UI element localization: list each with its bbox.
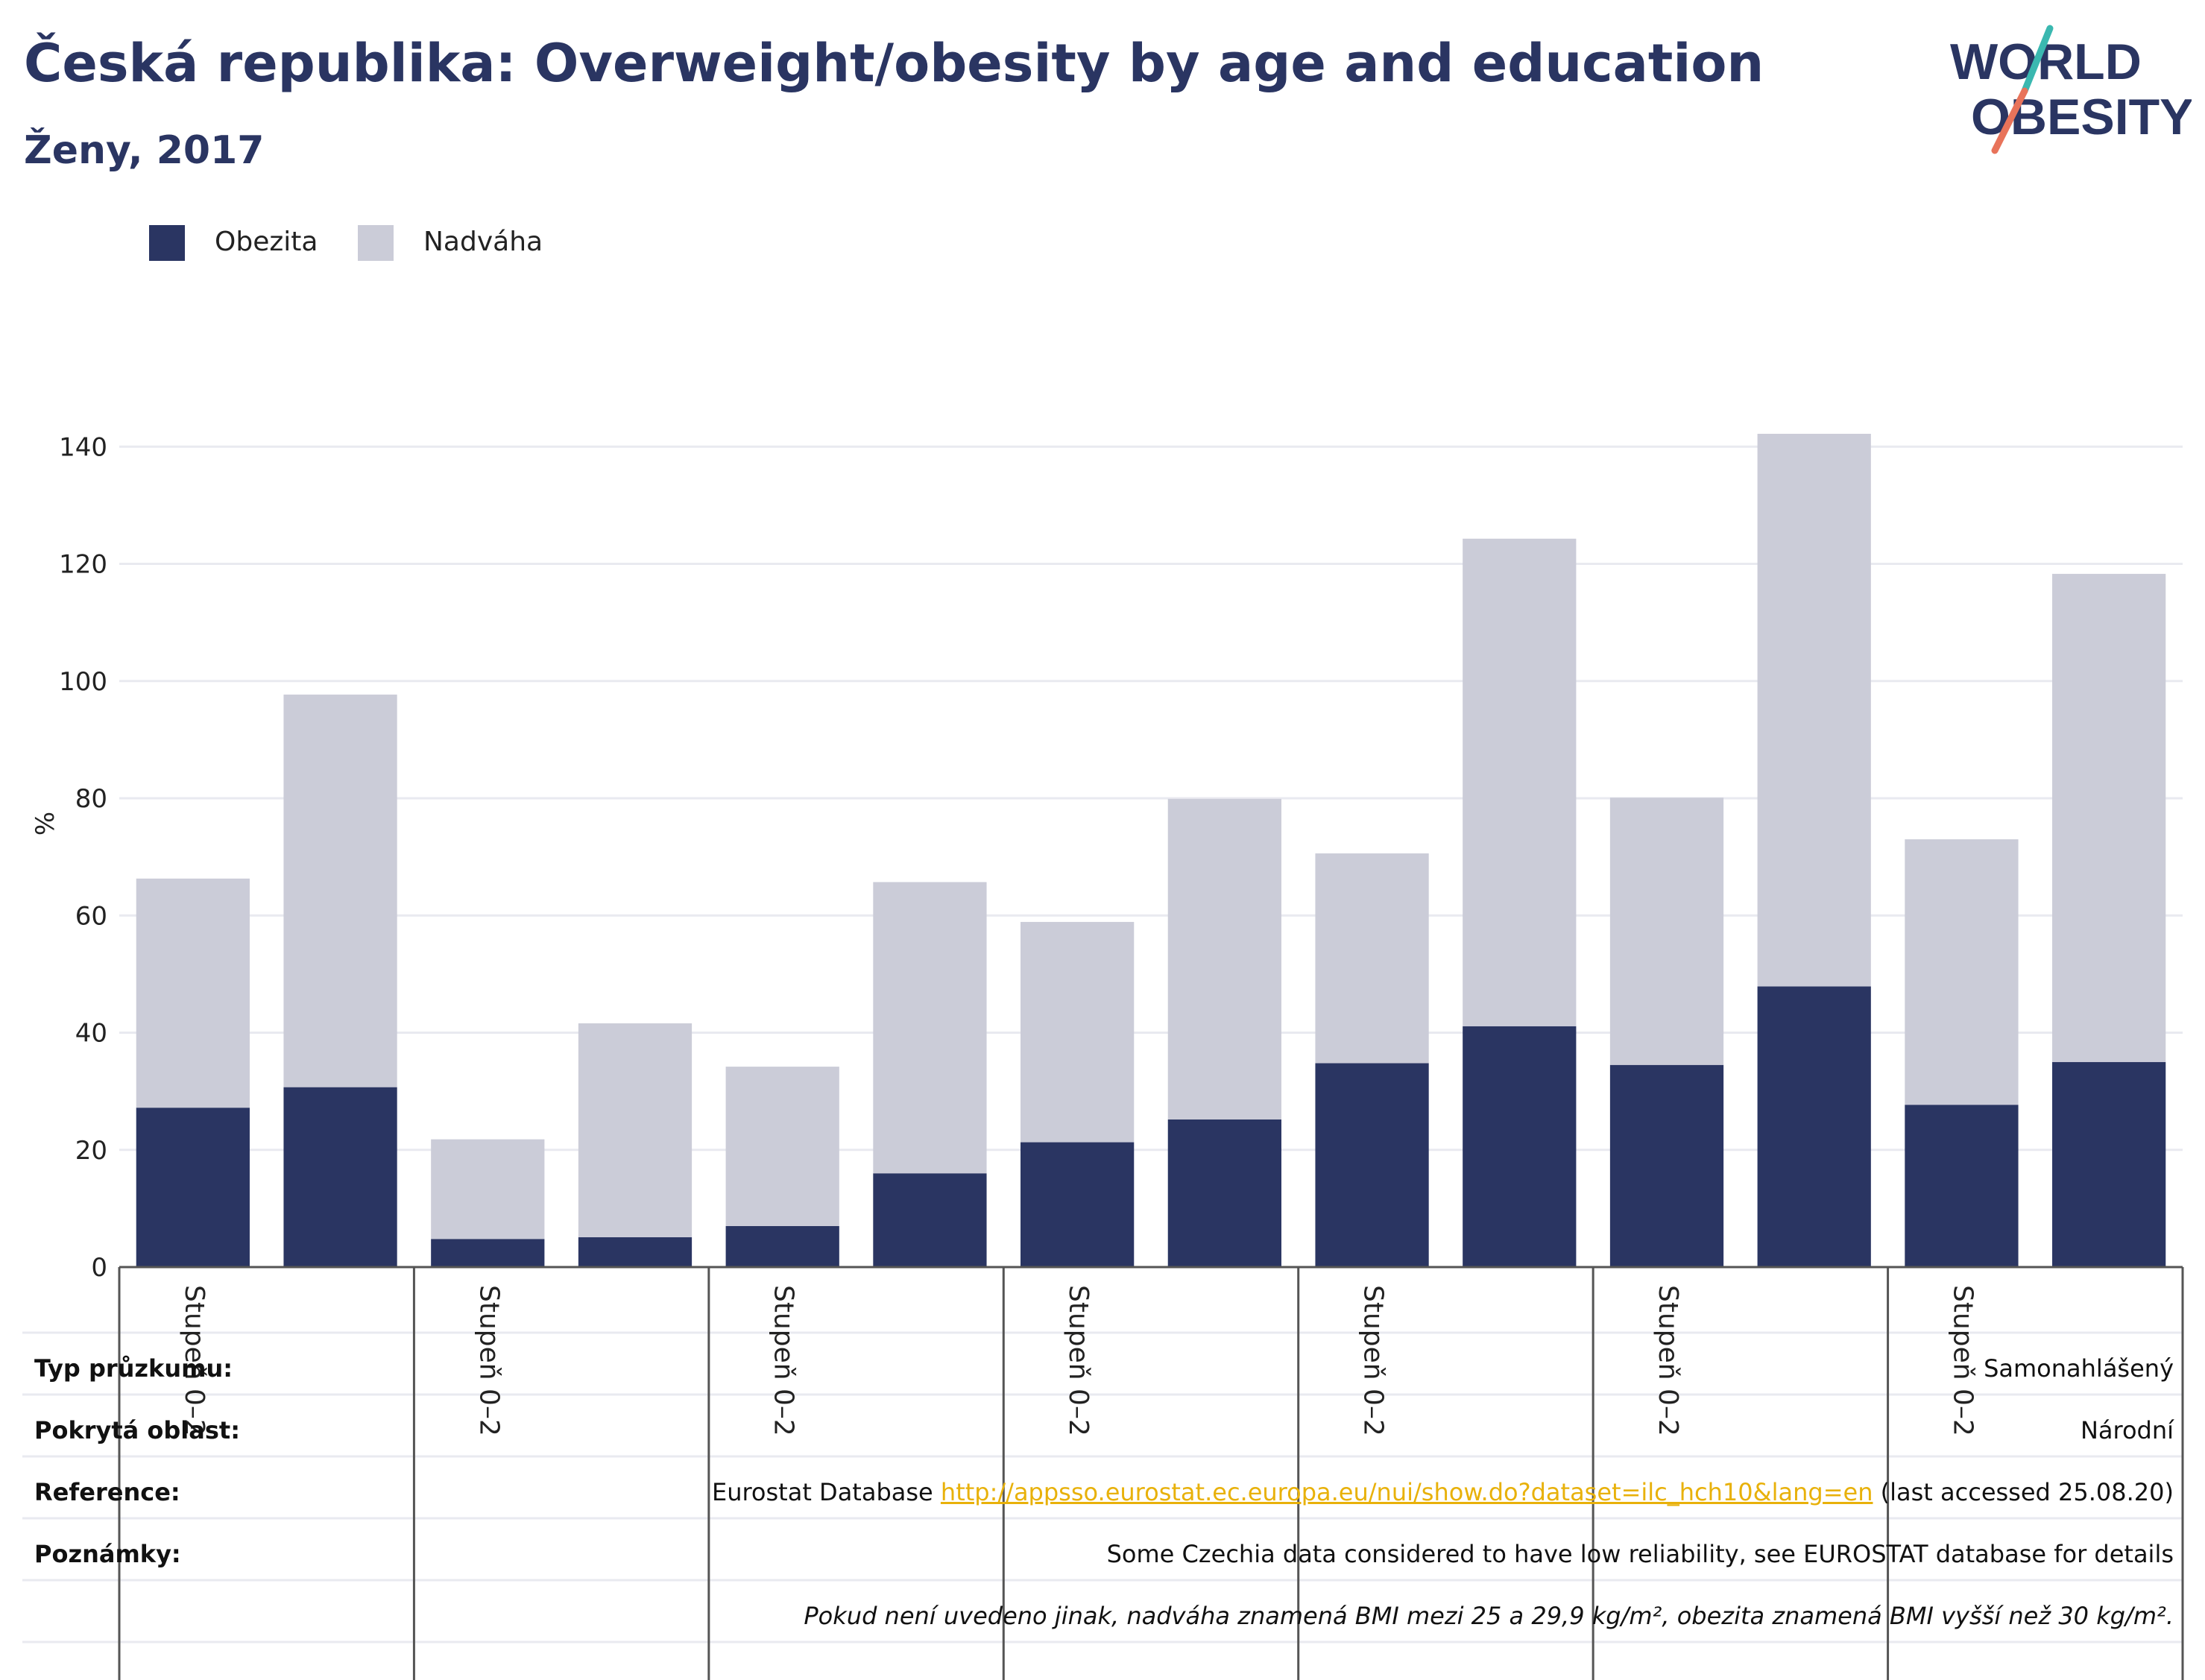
chart-title: Česká republika: Overweight/obesity by a… — [24, 33, 1764, 94]
bar-obezita — [1315, 1063, 1429, 1267]
bar-obezita — [578, 1237, 693, 1267]
bar-obezita — [431, 1239, 545, 1267]
x-category-label: Stupeň 0–2 — [1947, 1285, 1978, 1436]
meta-row-survey-type: Typ průzkumu: Samonahlášený — [22, 1338, 2177, 1398]
bar-obezita — [1757, 986, 1871, 1267]
meta-value: Samonahlášený — [1984, 1354, 2174, 1383]
y-tick-label: 20 — [75, 1136, 107, 1166]
legend-label-obezita: Obezita — [215, 227, 318, 257]
x-category-label: Stupeň 0–2 — [1063, 1285, 1094, 1436]
meta-label: Poznámky: — [34, 1540, 181, 1568]
y-tick-label: 100 — [59, 667, 107, 697]
bar-obezita — [725, 1225, 839, 1267]
bar-obezita — [1021, 1142, 1135, 1267]
bar-obezita — [136, 1108, 250, 1267]
meta-row-notes: Poznámky: Some Czechia data considered t… — [22, 1523, 2177, 1583]
bar-nadvaha — [1315, 853, 1429, 1064]
meta-value: Eurostat Database http://appsso.eurostat… — [712, 1478, 2174, 1506]
x-category-label: Stupeň 0–2 — [1358, 1285, 1389, 1436]
y-axis-title: % — [31, 812, 60, 836]
bar-nadvaha — [431, 1139, 545, 1240]
bar-nadvaha — [283, 694, 397, 1087]
bar-obezita — [2052, 1061, 2166, 1267]
meta-row-reference: Reference: Eurostat Database http://apps… — [22, 1462, 2177, 1521]
meta-value: Some Czechia data considered to have low… — [1106, 1540, 2174, 1568]
reference-suffix: (last accessed 25.08.20) — [1873, 1478, 2174, 1506]
meta-row-coverage: Pokrytá oblast: Národní — [22, 1400, 2177, 1459]
bar-nadvaha — [1167, 798, 1281, 1120]
bar-obezita — [1609, 1064, 1724, 1267]
bar-nadvaha — [1905, 839, 2019, 1105]
x-category-label: Stupeň 0–2 — [1653, 1285, 1683, 1436]
meta-label: Pokrytá oblast: — [34, 1416, 240, 1444]
meta-label: Reference: — [34, 1478, 180, 1506]
bar-nadvaha — [873, 882, 987, 1174]
reference-link[interactable]: http://appsso.eurostat.ec.europa.eu/nui/… — [940, 1478, 1873, 1506]
x-category-label: Stupeň 0–2 — [473, 1285, 504, 1436]
bar-nadvaha — [578, 1023, 693, 1237]
legend-swatch-obezita — [149, 225, 185, 261]
bar-obezita — [1167, 1119, 1281, 1267]
meta-row-definition: Pokud není uvedeno jinak, nadváha znamen… — [22, 1585, 2177, 1645]
legend-label-nadvaha: Nadváha — [423, 227, 543, 257]
world-obesity-logo: WORLD OBESITY — [1938, 22, 2194, 157]
meta-value: Národní — [2080, 1416, 2174, 1444]
bar-obezita — [283, 1087, 397, 1267]
bar-nadvaha — [1609, 798, 1724, 1065]
chart-subtitle: Ženy, 2017 — [24, 128, 265, 173]
y-tick-label: 0 — [91, 1253, 107, 1283]
y-tick-label: 140 — [59, 432, 107, 462]
meta-label: Typ průzkumu: — [34, 1354, 233, 1383]
bar-nadvaha — [1463, 538, 1577, 1026]
y-tick-label: 40 — [75, 1019, 107, 1049]
logo-slash-bottom — [1991, 87, 2028, 154]
bar-obezita — [1463, 1026, 1577, 1267]
bar-nadvaha — [725, 1067, 839, 1226]
x-category-label: Stupeň 0–2 — [179, 1285, 209, 1436]
bar-nadvaha — [1757, 434, 1871, 987]
meta-value: Pokud není uvedeno jinak, nadváha znamen… — [804, 1602, 2174, 1630]
bar-obezita — [1905, 1105, 2019, 1267]
logo-slash-top — [2021, 25, 2054, 95]
x-category-label: Stupeň 0–2 — [769, 1285, 799, 1436]
reference-prefix: Eurostat Database — [711, 1478, 941, 1506]
y-tick-label: 60 — [75, 901, 107, 931]
bar-obezita — [873, 1173, 987, 1267]
bar-nadvaha — [2052, 573, 2166, 1062]
legend-swatch-nadvaha — [358, 225, 394, 261]
bar-nadvaha — [136, 878, 250, 1108]
y-tick-label: 80 — [75, 784, 107, 814]
y-tick-label: 120 — [59, 550, 107, 580]
logo-graphic: WORLD OBESITY — [1950, 25, 2194, 154]
bar-nadvaha — [1021, 921, 1135, 1143]
